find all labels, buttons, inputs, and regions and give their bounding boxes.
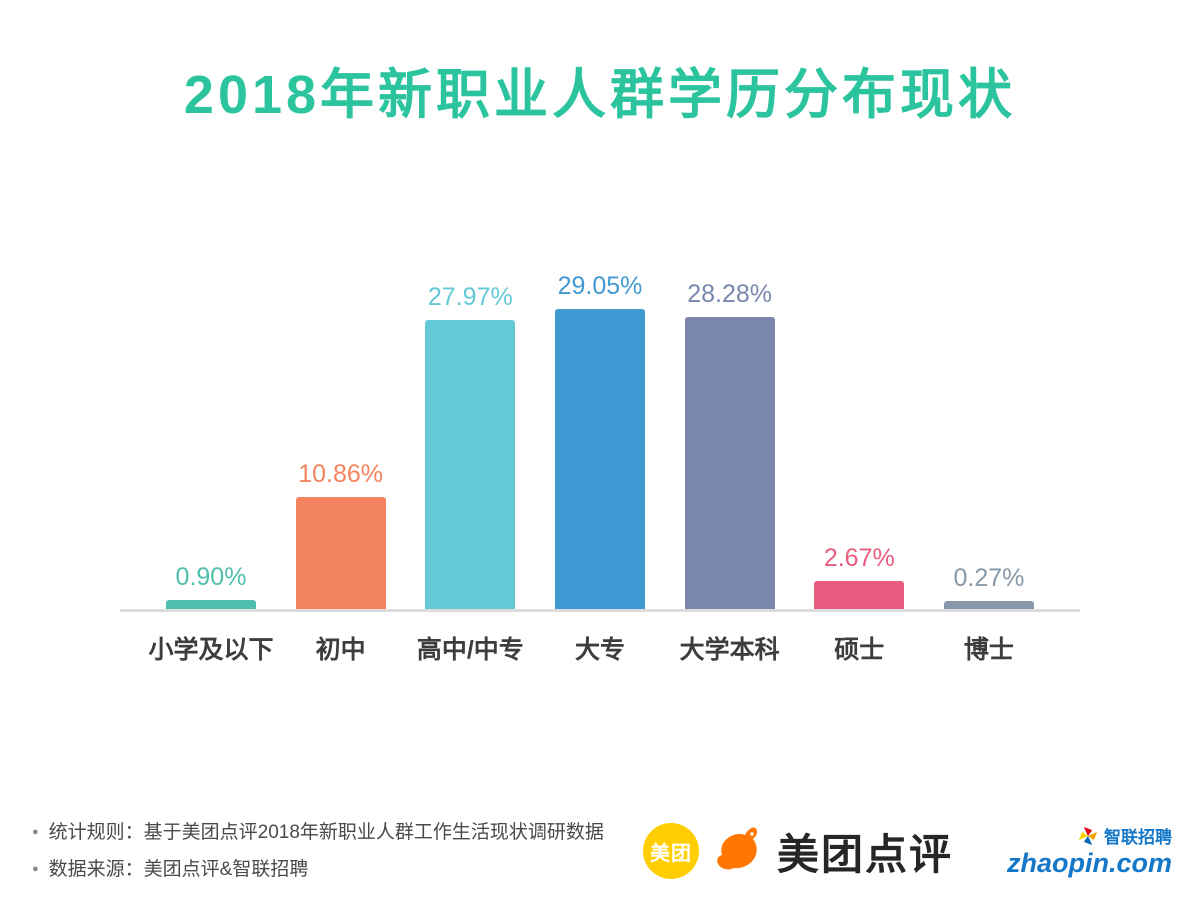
footer-notes: ● 统计规则：基于美团点评2018年新职业人群工作生活现状调研数据 ● 数据来源：美… [32,814,604,888]
bar-value-label: 2.67% [823,544,895,573]
chart-plot: 0.90% 10.86% 27.97% 29.05% 28.28% 2.67% 0.27% [120,264,1080,612]
x-axis-label: 大学本科 [679,636,780,664]
bar-chart: 0.90% 10.86% 27.97% 29.05% 28.28% 2.67% 0.27% … [120,264,1080,666]
zhaopin-logo: 智联招聘 zhaopin.com [1007,823,1172,879]
infographic-page: 2018年新职业人群学历分布现状 0.90% 10.86% 27.97% 29.05%… [0,50,1200,888]
bar-group: 28.28% [669,280,791,609]
x-axis-label: 硕士 [834,636,885,664]
logo-row: 美团 美团点评 [642,821,1172,882]
bar-value-label: 0.90% [175,562,247,591]
zhaopin-name: 智联招聘 [1104,828,1172,847]
chart-xlabels: 小学及以下 初中 高中/中专 大专 大学本科 硕士 博士 [120,630,1080,666]
bar-value-label: 27.97% [427,283,513,312]
bar-group: 0.27% [928,564,1050,609]
bar [943,601,1034,609]
bar-group: 10.86% [280,460,402,609]
x-axis-label: 高中/中专 [416,636,524,664]
zhaopin-pinwheel-icon [1078,826,1098,846]
zhaopin-url: zhaopin.com [1006,848,1172,878]
note-line: ● 数据来源：美团点评&智联招聘 [32,851,604,888]
meituan-dianping-wordmark: 美团点评 [776,830,953,878]
meituan-logo-icon: 美团 [642,823,699,879]
bar-group: 0.90% [150,563,272,609]
bar [814,581,905,609]
bullet-icon: ● [32,826,39,838]
bar [295,496,386,609]
x-axis-label: 大专 [574,636,625,664]
bar [425,320,516,609]
footer: ● 统计规则：基于美团点评2018年新职业人群工作生活现状调研数据 ● 数据来源：美… [0,814,1200,888]
bar-value-label: 10.86% [298,459,384,488]
bar [166,599,256,609]
note-text: 统计规则：基于美团点评2018年新职业人群工作生活现状调研数据 [48,822,604,843]
x-axis-label: 初中 [315,636,366,664]
bar [684,316,775,609]
bullet-icon: ● [32,863,39,875]
bar-group: 27.97% [409,283,531,609]
bar-value-label: 28.28% [687,279,773,308]
note-text: 数据来源：美团点评&智联招聘 [48,859,309,880]
bar-value-label: 29.05% [557,272,643,300]
bar [554,309,645,609]
bar-value-label: 0.27% [953,564,1025,592]
meituan-dianping-kangaroo-icon [711,824,765,878]
x-axis-label: 博士 [963,636,1014,664]
x-axis-label: 小学及以下 [148,636,274,664]
zhaopin-top-row: 智联招聘 [1078,823,1172,848]
chart-title: 2018年新职业人群学历分布现状 [183,65,1017,125]
bar-group: 2.67% [798,544,920,609]
bar-group: 29.05% [539,272,661,609]
note-line: ● 统计规则：基于美团点评2018年新职业人群工作生活现状调研数据 [32,814,604,851]
